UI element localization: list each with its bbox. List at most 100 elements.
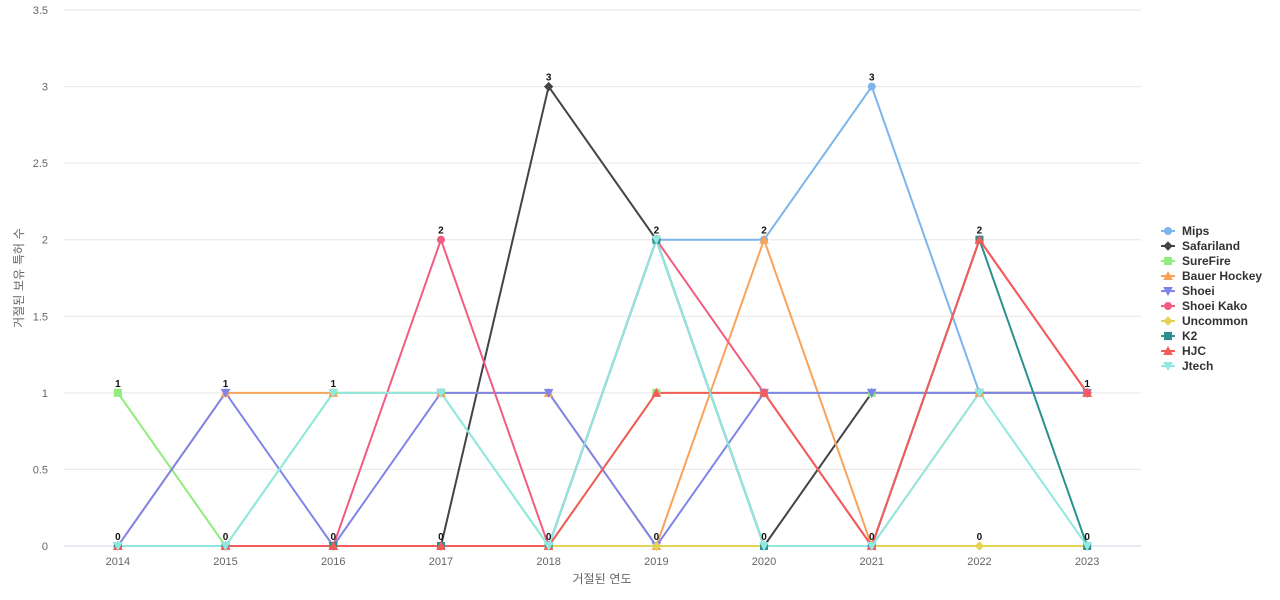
data-label: 0 <box>761 532 767 543</box>
y-tick-label: 1 <box>42 388 48 400</box>
data-point <box>220 542 231 552</box>
y-axis-ticks: 0 0.5 1 1.5 2 2.5 3 3.5 <box>33 5 48 553</box>
data-point <box>651 541 662 551</box>
legend-label: Jtech <box>1182 359 1213 373</box>
data-label: 0 <box>654 532 660 543</box>
data-point <box>974 541 985 551</box>
data-label: 2 <box>977 226 983 237</box>
y-tick-label: 0.5 <box>33 464 48 476</box>
x-tick-label: 2014 <box>106 556 130 568</box>
data-label: 0 <box>546 532 552 543</box>
data-label: 3 <box>546 73 552 84</box>
legend-item[interactable]: K2 <box>1161 329 1198 343</box>
y-tick-label: 0 <box>42 541 48 553</box>
legend-label: K2 <box>1182 329 1198 343</box>
data-label: 2 <box>438 226 444 237</box>
data-labels: 1 0 1 0 1 0 2 0 3 0 2 0 2 0 3 0 2 0 1 0 <box>115 73 1090 543</box>
legend-marker <box>1163 316 1173 326</box>
series-line <box>117 238 1088 547</box>
x-tick-label: 2015 <box>213 556 237 568</box>
x-tick-label: 2016 <box>321 556 345 568</box>
data-point <box>220 388 231 398</box>
legend-marker <box>1163 270 1173 280</box>
data-point <box>328 540 339 550</box>
y-tick-label: 2 <box>42 235 48 247</box>
legend-label: SureFire <box>1182 254 1231 268</box>
data-label: 1 <box>1084 379 1090 390</box>
data-label: 0 <box>1084 532 1090 543</box>
y-tick-label: 1.5 <box>33 311 48 323</box>
legend-label: Shoei Kako <box>1182 299 1247 313</box>
data-point <box>866 542 877 552</box>
legend-item[interactable]: Shoei Kako <box>1161 299 1247 313</box>
data-label: 0 <box>869 532 875 543</box>
legend-marker <box>1163 287 1173 297</box>
data-point <box>1082 387 1092 397</box>
legend-marker <box>1164 257 1172 265</box>
x-tick-label: 2023 <box>1075 556 1099 568</box>
data-label: 0 <box>223 532 229 543</box>
data-label: 0 <box>438 532 444 543</box>
data-point <box>651 235 662 245</box>
legend-item[interactable]: Safariland <box>1161 239 1240 253</box>
legend-label: HJC <box>1182 344 1206 358</box>
x-axis-title: 거절된 연도 <box>572 572 631 586</box>
y-axis-title: 거절된 보유 특허 수 <box>12 228 26 328</box>
legend-label: Uncommon <box>1182 314 1248 328</box>
legend-item[interactable]: Jtech <box>1161 359 1213 373</box>
data-point <box>543 542 554 552</box>
legend-marker <box>1163 241 1173 251</box>
legend-item[interactable]: SureFire <box>1161 254 1231 268</box>
data-point <box>866 388 877 398</box>
data-label: 1 <box>223 379 229 390</box>
legend-item[interactable]: Shoei <box>1161 284 1215 298</box>
data-label: 3 <box>869 73 875 84</box>
data-point <box>1082 542 1092 552</box>
data-label: 0 <box>330 532 336 543</box>
x-tick-label: 2022 <box>967 556 991 568</box>
data-label: 2 <box>761 226 767 237</box>
series-markers <box>113 81 1092 552</box>
data-label: 0 <box>115 532 121 543</box>
data-point <box>759 387 769 397</box>
legend-marker <box>1163 345 1173 355</box>
data-point <box>436 388 446 398</box>
legend-item[interactable]: Mips <box>1161 224 1210 238</box>
data-label: 1 <box>115 379 121 390</box>
legend-marker <box>1163 362 1173 372</box>
data-point <box>436 540 446 550</box>
legend-label: Shoei <box>1182 284 1215 298</box>
legend-label: Safariland <box>1182 239 1240 253</box>
series-lines <box>117 85 1089 547</box>
x-tick-label: 2017 <box>429 556 453 568</box>
data-point <box>543 81 554 92</box>
data-point <box>867 82 876 91</box>
y-tick-label: 3 <box>42 82 48 94</box>
data-point <box>113 542 123 552</box>
data-label: 2 <box>654 226 660 237</box>
legend-label: Bauer Hockey <box>1182 269 1262 283</box>
data-point <box>974 388 985 398</box>
x-tick-label: 2021 <box>860 556 884 568</box>
x-axis-ticks: 2014 2015 2016 2017 2018 2019 2020 2021 2022 2023 <box>106 556 1100 568</box>
data-point <box>543 388 554 398</box>
y-tick-label: 2.5 <box>33 158 48 170</box>
x-tick-label: 2019 <box>644 556 668 568</box>
data-point <box>651 387 662 397</box>
legend-item[interactable]: Uncommon <box>1161 314 1248 328</box>
data-label: 0 <box>977 532 983 543</box>
legend-item[interactable]: Bauer Hockey <box>1161 269 1262 283</box>
legend-label: Mips <box>1182 224 1210 238</box>
data-point <box>974 234 985 244</box>
legend-item[interactable]: HJC <box>1161 344 1206 358</box>
x-tick-label: 2018 <box>536 556 560 568</box>
legend-marker <box>1164 227 1172 235</box>
data-point <box>436 235 445 244</box>
legend-marker <box>1164 302 1172 310</box>
data-point <box>759 542 769 552</box>
data-point <box>328 388 339 398</box>
data-point <box>759 234 769 244</box>
x-tick-label: 2020 <box>752 556 776 568</box>
